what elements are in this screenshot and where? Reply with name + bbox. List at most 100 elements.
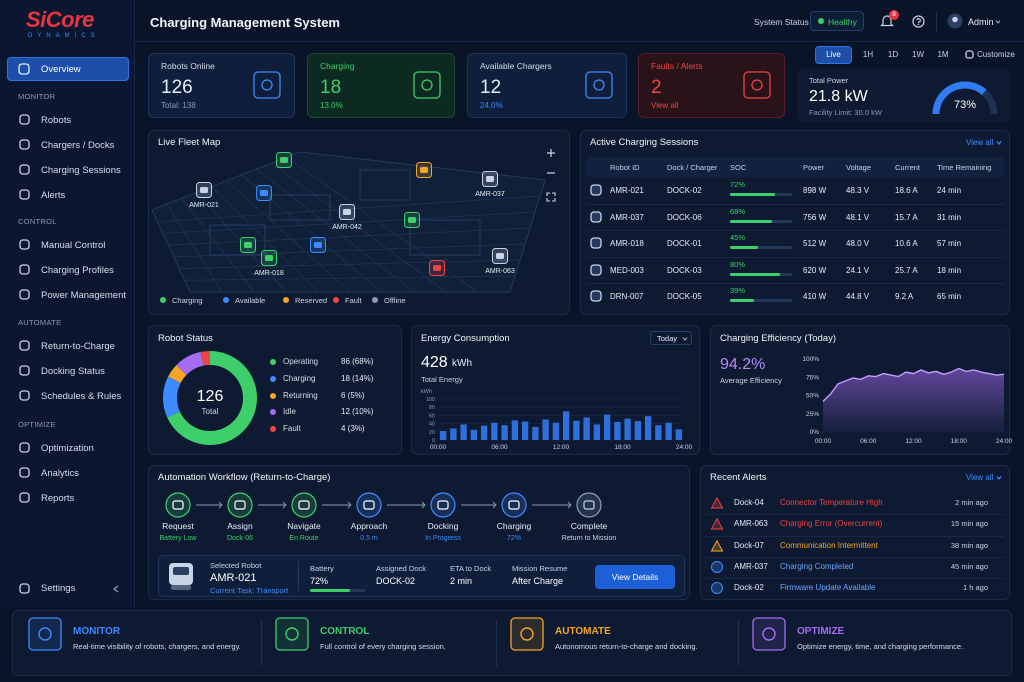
icon-detail [261, 79, 273, 91]
row-divider [706, 535, 1004, 537]
alert-source: AMR-037 [734, 561, 768, 571]
nav-item[interactable]: Chargers / Docks [41, 140, 115, 151]
robot-marker [339, 204, 355, 220]
view-all-link[interactable]: View all [966, 473, 994, 482]
nav-item[interactable]: Optimization [41, 443, 94, 454]
view-all-link[interactable]: View all [966, 138, 994, 147]
period-label[interactable]: Today [657, 334, 678, 343]
icon-shape [28, 617, 62, 651]
user-name[interactable]: Admin [968, 17, 994, 27]
icon-shape [19, 239, 30, 250]
legend-dot [333, 297, 339, 303]
nav-item[interactable]: Charging Profiles [41, 265, 114, 276]
nav-item[interactable]: Return-to-Charge [41, 341, 115, 352]
table-cell: 10.6 A [895, 239, 918, 248]
gauge [932, 81, 998, 115]
step-glyph [437, 500, 449, 510]
nav-section-title: OPTIMIZE [18, 420, 56, 429]
table-cell: 44.8 V [846, 292, 870, 301]
kpi-sub[interactable]: View all [651, 101, 679, 110]
nav-item[interactable]: Robots [41, 115, 72, 126]
range-label[interactable]: 1M [937, 50, 949, 59]
step-icon [356, 492, 382, 518]
step-glyph [234, 500, 246, 510]
nav-item[interactable]: Charging Sessions [41, 165, 121, 176]
chevron-shape [996, 476, 1002, 480]
nav-item[interactable]: Overview [41, 64, 81, 75]
range-label[interactable]: Live [826, 50, 841, 59]
icon [590, 290, 602, 302]
help-dot [917, 23, 920, 26]
robot-marker [492, 248, 508, 264]
robot-marker [482, 171, 498, 187]
battery-value: 72% [310, 576, 329, 586]
footer-title: CONTROL [320, 626, 370, 637]
panel-title: Live Fleet Map [158, 137, 221, 148]
robot-marker [196, 182, 212, 198]
footer-icon-glyph [285, 627, 299, 641]
alert-message: Firmware Update Available [780, 583, 876, 593]
bar [603, 414, 611, 440]
range-label[interactable]: 1D [887, 50, 899, 59]
field-label: Assigned Dock [376, 564, 427, 573]
robot-marker [310, 237, 326, 253]
nav-active[interactable] [7, 57, 129, 81]
donut-total-label: Total [201, 407, 219, 416]
status-name: Charging [283, 373, 316, 383]
bar [542, 419, 549, 440]
period-select[interactable] [650, 331, 692, 345]
power-value: 21.8 kW [809, 88, 868, 105]
icon-shape [590, 210, 602, 223]
legend-dot [270, 409, 276, 416]
legend-dot [270, 426, 276, 433]
table-header-bg [586, 157, 1004, 177]
help-hook [916, 18, 921, 23]
icon [590, 210, 602, 223]
robot-face [496, 253, 504, 259]
nav-item[interactable]: Docking Status [41, 366, 105, 377]
x-tick-label: 24:00 [676, 444, 693, 451]
map-line [286, 157, 479, 293]
table-cell: MED-003 [610, 265, 644, 275]
panel-title: Energy Consumption [421, 333, 510, 344]
panel-title: Automation Workflow (Return-to-Charge) [158, 472, 331, 483]
chevron-shape [113, 585, 119, 593]
alert-icon [710, 496, 724, 509]
soc-bar [730, 246, 758, 249]
footer-icon-glyph [762, 627, 776, 641]
soc-bar [730, 193, 775, 196]
icon-shape [752, 617, 786, 651]
legend-dot [372, 297, 378, 303]
range-label[interactable]: 1W [912, 50, 924, 59]
field-value: 2 min [450, 576, 473, 586]
step-circle [165, 492, 191, 518]
nav-item[interactable]: Power Management [41, 290, 127, 301]
icon [19, 442, 30, 453]
range-customize[interactable]: Customize [977, 50, 1015, 59]
table-cell: DOCK-01 [667, 239, 702, 248]
legend-label: Fault [345, 296, 362, 305]
nav-item[interactable]: Alerts [41, 190, 66, 201]
robot-image [169, 563, 193, 590]
icon-shape [19, 189, 30, 200]
nav-item[interactable]: Schedules & Rules [41, 391, 122, 402]
nav-item[interactable]: Reports [41, 493, 75, 504]
selected-task: Current Task: Transport [210, 586, 289, 595]
panel-title: Active Charging Sessions [590, 137, 699, 148]
range-button[interactable] [815, 46, 852, 64]
y-tick-label: 50% [806, 393, 819, 400]
range-label[interactable]: 1H [862, 50, 874, 59]
bar [593, 424, 601, 440]
step-icon [227, 492, 253, 518]
robot-face [314, 242, 322, 248]
y-tick-label: 40 [429, 422, 435, 428]
nav-item[interactable]: Analytics [41, 468, 80, 479]
power-card [797, 68, 1010, 122]
nav-item[interactable]: Settings [41, 583, 76, 594]
view-details-button[interactable] [595, 565, 675, 589]
button-label[interactable]: View Details [611, 572, 659, 582]
bar [439, 430, 447, 440]
icon-shape [19, 467, 30, 478]
nav-item[interactable]: Manual Control [41, 240, 106, 251]
row-divider [586, 230, 1004, 231]
